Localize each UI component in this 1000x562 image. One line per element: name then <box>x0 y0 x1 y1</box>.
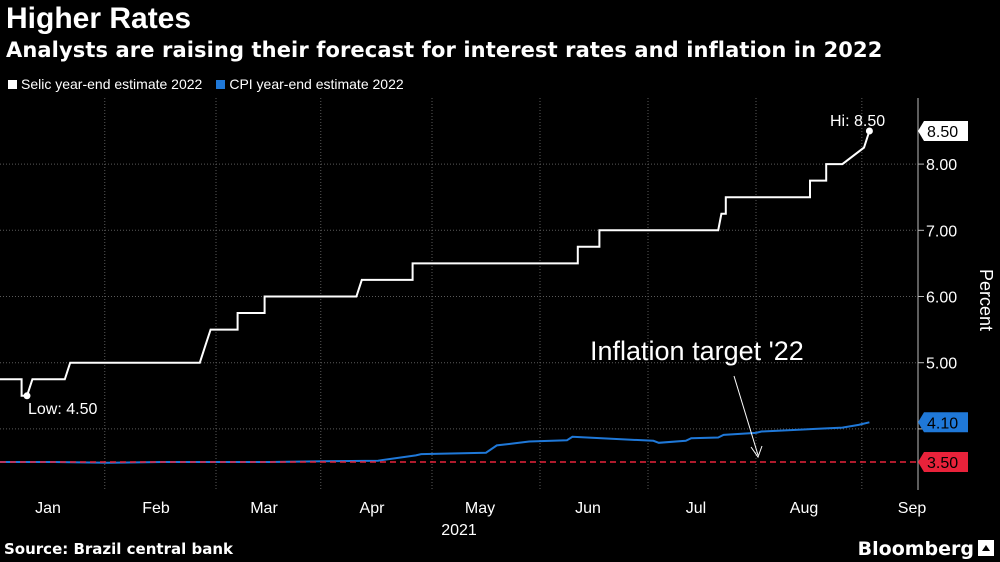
x-tick-label-jul: Jul <box>686 500 706 517</box>
x-tick-label-aug: Aug <box>790 500 818 517</box>
y-tick-label-1: 5.00 <box>926 356 957 373</box>
legend-label-cpi: CPI year-end estimate 2022 <box>229 76 404 92</box>
source-note: Source: Brazil central bank <box>4 540 233 558</box>
legend-swatch-cpi <box>216 79 226 89</box>
bloomberg-mark-icon <box>978 540 994 556</box>
x-tick-label-jun: Jun <box>575 500 601 517</box>
y-tick-label-4: 8.00 <box>926 157 957 174</box>
end-label-target-text: 3.50 <box>927 455 958 472</box>
end-label-cpi-box <box>918 412 968 433</box>
legend-label-selic: Selic year-end estimate 2022 <box>21 76 203 92</box>
y-tick-label-2: 6.00 <box>926 290 957 307</box>
x-tick-label-feb: Feb <box>142 500 170 517</box>
line-chart: 5.00 6.00 7.00 8.00 Percent Jan Feb Mar Apr May Ju… <box>0 98 996 539</box>
y-tick-label-3: 7.00 <box>926 223 957 240</box>
legend-item-selic: Selic year-end estimate 2022 <box>8 76 202 92</box>
annotation-arrow-line <box>733 375 759 456</box>
high-point-marker <box>865 127 873 135</box>
end-label-target-box <box>918 452 968 472</box>
x-tick-label-sep: Sep <box>898 500 927 517</box>
annotation-high: Hi: 8.50 <box>830 113 885 130</box>
x-tick-label-may: May <box>465 500 495 517</box>
end-label-selic-text: 8.50 <box>927 124 958 141</box>
x-year-label: 2021 <box>441 522 477 539</box>
legend-item-cpi: CPI year-end estimate 2022 <box>216 76 404 92</box>
x-tick-label-jan: Jan <box>35 500 61 517</box>
legend: Selic year-end estimate 2022 CPI year-en… <box>8 76 404 92</box>
end-label-cpi-text: 4.10 <box>927 415 958 432</box>
low-point-marker <box>23 392 31 400</box>
annotation-low: Low: 4.50 <box>28 401 97 418</box>
y-axis-title: Percent <box>976 269 996 331</box>
cpi-line <box>0 421 870 464</box>
legend-swatch-selic <box>8 79 17 89</box>
selic-line <box>0 130 871 397</box>
chart-title: Higher Rates <box>6 2 192 35</box>
annotation-arrow-head <box>750 445 763 459</box>
chart-subtitle: Analysts are raising their forecast for … <box>6 38 883 62</box>
x-tick-label-apr: Apr <box>360 500 386 517</box>
brand-logo: Bloomberg <box>857 538 974 560</box>
x-tick-label-mar: Mar <box>250 500 278 517</box>
annotation-inflation-target: Inflation target '22 <box>590 336 804 366</box>
end-label-selic-box <box>918 121 968 141</box>
